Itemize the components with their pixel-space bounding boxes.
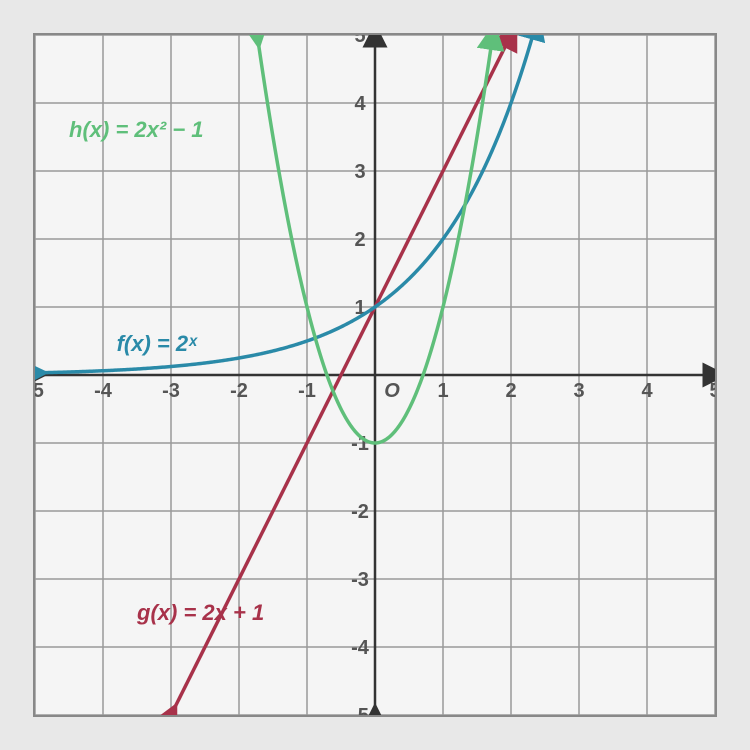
graph-svg: xy -5-4-3-2-112345-5-4-3-2-112345O h(x) … [35, 35, 715, 715]
svg-text:g(x) = 2x + 1: g(x) = 2x + 1 [136, 600, 264, 625]
function-graph: xy -5-4-3-2-112345-5-4-3-2-112345O h(x) … [33, 33, 717, 717]
svg-text:-3: -3 [351, 569, 369, 591]
svg-text:-3: -3 [162, 380, 180, 402]
svg-text:2: 2 [354, 229, 365, 251]
svg-text:4: 4 [354, 93, 366, 115]
svg-text:5: 5 [709, 380, 715, 402]
svg-text:-1: -1 [298, 380, 316, 402]
svg-text:1: 1 [437, 380, 448, 402]
svg-text:2: 2 [505, 380, 516, 402]
svg-text:-2: -2 [351, 501, 369, 523]
svg-text:-2: -2 [230, 380, 248, 402]
svg-text:-5: -5 [351, 705, 369, 715]
svg-text:-4: -4 [94, 380, 113, 402]
svg-text:4: 4 [641, 380, 653, 402]
svg-text:f(x) = 2ˣ: f(x) = 2ˣ [117, 331, 199, 356]
svg-text:h(x) = 2x² − 1: h(x) = 2x² − 1 [69, 117, 204, 142]
svg-text:O: O [384, 380, 400, 402]
svg-text:-4: -4 [351, 637, 370, 659]
svg-text:3: 3 [573, 380, 584, 402]
svg-text:3: 3 [354, 161, 365, 183]
svg-text:5: 5 [354, 35, 365, 47]
svg-text:-5: -5 [35, 380, 44, 402]
